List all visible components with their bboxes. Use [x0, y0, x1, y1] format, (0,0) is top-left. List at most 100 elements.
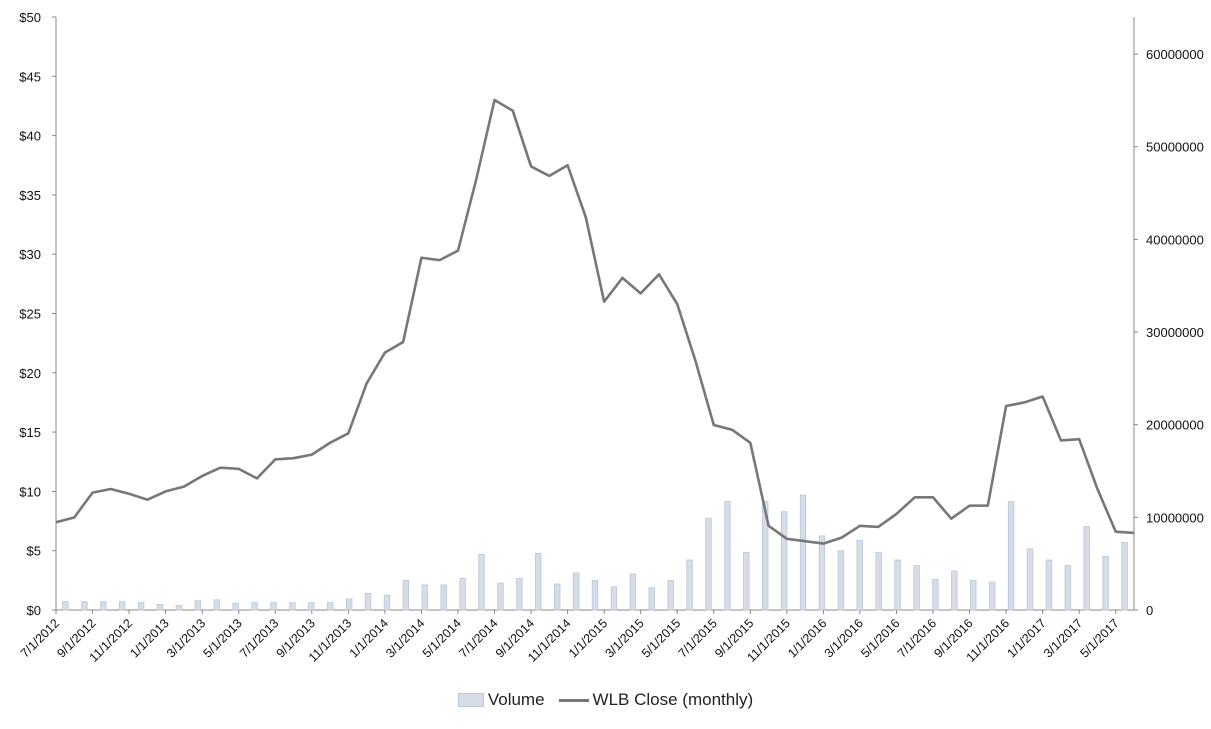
chart: $0 $5 $10 $15 $20 $25 $30 $35 $40 $45 $50 0 1000000…: [18, 10, 1204, 665]
x-tick-label: 7/1/2012: [18, 616, 62, 660]
volume-bar: [459, 578, 466, 611]
volume-bar: [988, 581, 996, 611]
volume-bar: [118, 601, 126, 611]
x-tick-label: 1/1/2015: [566, 616, 610, 660]
volume-bar: [970, 579, 977, 611]
volume-bar: [799, 494, 807, 611]
volume-bar: [913, 565, 920, 611]
left-tick-label: $10: [19, 484, 41, 499]
right-tick-label: 0: [1146, 603, 1153, 618]
volume-bar: [327, 602, 334, 611]
close-swatch: [558, 698, 589, 702]
volume-bar: [175, 604, 183, 611]
volume-bar: [81, 601, 88, 611]
x-tick-label: 7/1/2016: [895, 616, 939, 660]
volume-bar: [308, 602, 315, 611]
x-tick-label: 7/1/2015: [676, 616, 720, 660]
volume-bar: [478, 554, 485, 611]
x-tick-label: 3/1/2016: [822, 616, 866, 660]
volume-bar: [421, 584, 428, 611]
volume-bar: [629, 573, 637, 611]
left-tick-label: $25: [19, 307, 41, 322]
left-axis-ticks: $0 $5 $10 $15 $20 $25 $30 $35 $40 $45 $50: [19, 10, 56, 618]
legend-volume-label: Volume: [487, 690, 545, 709]
volume-bar: [572, 572, 580, 611]
left-tick-label: $45: [19, 69, 41, 84]
volume-bar: [951, 570, 958, 611]
volume-bar: [837, 550, 845, 611]
volume-bar: [705, 517, 712, 611]
x-tick-label: 3/1/2015: [602, 616, 646, 660]
volume-bar: [1121, 541, 1128, 611]
volume-bar: [213, 599, 220, 611]
volume-bar: [62, 601, 69, 611]
volume-bar: [818, 535, 826, 611]
volume-bar: [667, 579, 674, 611]
volume-bar: [100, 601, 107, 611]
volume-bar: [1083, 526, 1090, 611]
legend: Volume WLB Close (monthly): [0, 690, 1211, 710]
volume-bar: [894, 559, 901, 611]
volume-bar: [497, 582, 504, 611]
x-tick-label: 1/1/2014: [347, 616, 391, 660]
x-tick-label: 5/1/2017: [1078, 616, 1122, 660]
x-tick-label: 3/1/2017: [1041, 616, 1085, 660]
x-tick-label: 1/1/2017: [1004, 616, 1048, 660]
volume-bar: [194, 600, 202, 611]
x-tick-label: 1/1/2016: [785, 616, 829, 660]
volume-bar: [1007, 501, 1015, 611]
volume-bar: [516, 578, 523, 611]
close-line-layer: [55, 98, 1135, 545]
left-tick-label: $40: [19, 129, 41, 144]
close-price-line: [55, 98, 1135, 545]
volume-bar: [345, 598, 353, 611]
volume-bar: [591, 579, 599, 611]
left-tick-label: $15: [19, 425, 41, 440]
right-tick-label: 60000000: [1146, 47, 1204, 62]
volume-bar: [137, 602, 145, 611]
volume-bar: [402, 579, 410, 611]
right-tick-label: 40000000: [1146, 232, 1204, 247]
x-tick-label: 5/1/2015: [639, 616, 683, 660]
volume-bar: [780, 511, 788, 611]
volume-bar: [856, 540, 863, 611]
volume-bar: [648, 587, 655, 611]
volume-bar: [1045, 559, 1053, 611]
x-tick-label: 3/1/2014: [383, 616, 427, 660]
volume-bar: [762, 501, 769, 611]
legend-item-volume: Volume: [457, 690, 545, 710]
right-tick-label: 30000000: [1146, 325, 1204, 340]
legend-close-label: WLB Close (monthly): [592, 690, 754, 709]
volume-bar: [440, 584, 447, 611]
volume-bar: [289, 602, 296, 611]
left-tick-label: $30: [19, 247, 41, 262]
volume-bar: [1102, 555, 1109, 611]
x-axis-ticks: 7/1/20129/1/201211/1/20121/1/20133/1/201…: [18, 610, 1122, 665]
right-tick-label: 20000000: [1146, 418, 1204, 433]
volume-bar: [610, 586, 618, 611]
x-tick-label: 1/1/2013: [127, 616, 171, 660]
x-tick-label: 5/1/2013: [201, 616, 245, 660]
volume-bar: [156, 604, 164, 611]
x-tick-label: 7/1/2014: [456, 616, 500, 660]
volume-bar: [1026, 548, 1034, 611]
x-tick-label: 7/1/2013: [237, 616, 281, 660]
right-axis-ticks: 0 10000000 20000000 30000000 40000000 5000000…: [1134, 47, 1204, 618]
volume-bar: [270, 602, 277, 611]
left-tick-label: $20: [19, 366, 41, 381]
axes-layer: [55, 17, 1135, 611]
volume-bar: [1064, 565, 1072, 611]
volume-bar: [724, 501, 731, 611]
right-tick-label: 50000000: [1146, 140, 1204, 155]
x-tick-label: 3/1/2013: [164, 616, 208, 660]
left-tick-label: $5: [27, 544, 41, 559]
volume-bars: [62, 494, 1128, 611]
volume-bar: [743, 552, 750, 611]
volume-bar: [232, 603, 239, 611]
volume-bar: [686, 559, 693, 611]
left-tick-label: $50: [19, 10, 41, 25]
volume-swatch: [457, 693, 484, 707]
left-tick-label: $35: [19, 188, 41, 203]
volume-bar: [875, 552, 882, 611]
left-tick-label: $0: [27, 603, 41, 618]
